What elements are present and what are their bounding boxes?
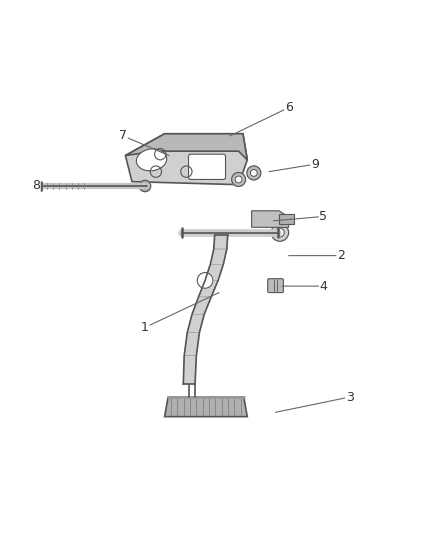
- Polygon shape: [184, 356, 196, 384]
- Ellipse shape: [136, 149, 167, 171]
- Polygon shape: [279, 214, 294, 224]
- Circle shape: [197, 272, 213, 288]
- Polygon shape: [210, 249, 227, 264]
- Text: 2: 2: [289, 249, 345, 262]
- Circle shape: [276, 228, 284, 237]
- Polygon shape: [125, 134, 247, 160]
- Polygon shape: [205, 264, 223, 280]
- Polygon shape: [187, 314, 204, 333]
- Text: 4: 4: [282, 280, 327, 293]
- Circle shape: [251, 169, 257, 176]
- Circle shape: [235, 176, 242, 183]
- Polygon shape: [192, 297, 211, 314]
- Text: 9: 9: [269, 158, 319, 172]
- Text: 1: 1: [141, 293, 219, 334]
- Text: 8: 8: [32, 180, 82, 192]
- Polygon shape: [214, 235, 228, 249]
- Text: 6: 6: [230, 101, 293, 136]
- Polygon shape: [252, 211, 289, 228]
- Circle shape: [139, 180, 151, 192]
- Polygon shape: [198, 280, 218, 297]
- Text: 7: 7: [119, 130, 169, 156]
- Circle shape: [232, 173, 246, 187]
- Circle shape: [247, 166, 261, 180]
- Polygon shape: [125, 134, 247, 184]
- FancyBboxPatch shape: [268, 279, 283, 293]
- Polygon shape: [184, 333, 199, 356]
- Circle shape: [271, 224, 289, 241]
- Text: 3: 3: [276, 391, 353, 413]
- Text: 5: 5: [273, 210, 328, 223]
- FancyBboxPatch shape: [188, 154, 226, 180]
- Polygon shape: [165, 397, 247, 417]
